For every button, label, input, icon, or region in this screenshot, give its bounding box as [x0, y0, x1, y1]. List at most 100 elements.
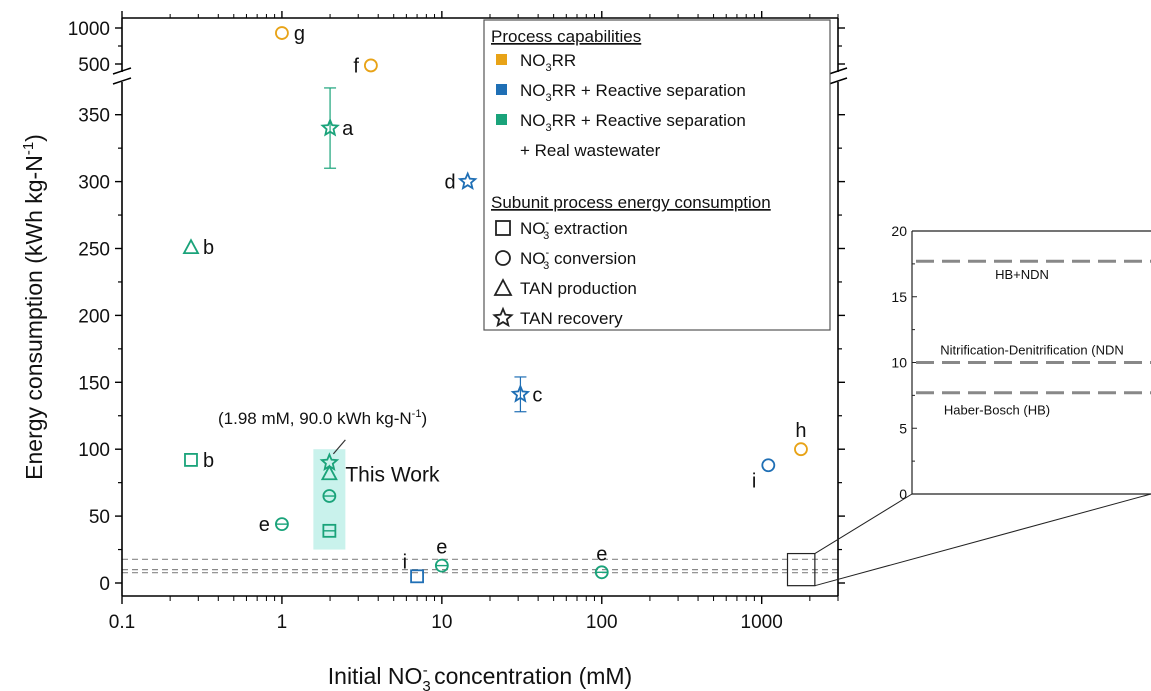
- legend-label-sub: 3: [543, 260, 549, 272]
- legend-label: TAN production: [520, 279, 637, 298]
- inset-line-label: Haber-Bosch (HB): [944, 403, 1050, 418]
- data-point-star: [510, 383, 531, 403]
- legend-label-part: NO: [520, 111, 546, 130]
- data-point-label: f: [353, 55, 359, 77]
- y-tick-label: 350: [78, 106, 110, 127]
- data-point-label: b: [203, 450, 214, 472]
- callout-text: (1.98 mM, 90.0 kWh kg-N-1): [218, 408, 427, 428]
- legend-label: NO-3 extraction: [520, 217, 628, 242]
- this-work-highlight: [313, 449, 346, 550]
- this-work-label: This Work: [345, 463, 440, 486]
- zoom-connector: [814, 493, 913, 554]
- data-point-label: b: [203, 237, 214, 259]
- legend-label-part: conversion: [549, 249, 636, 268]
- inset-y-tick-label: 5: [899, 420, 907, 436]
- legend-marker-square: [495, 220, 511, 236]
- axis-break-mark: [828, 67, 848, 75]
- y-tick-label: 100: [78, 440, 110, 461]
- legend-label-part: TAN recovery: [520, 309, 623, 328]
- inset-line-label: HB+NDN: [995, 267, 1049, 282]
- legend-label-part: NO: [520, 219, 546, 238]
- inset-y-tick-label: 0: [899, 486, 907, 502]
- legend-label: + Real wastewater: [520, 141, 661, 160]
- legend-label-part: NO: [520, 51, 546, 70]
- legend-label-sub: 3: [543, 230, 549, 242]
- legend-label-part: RR + Reactive separation: [552, 81, 746, 100]
- data-point-triangle: [320, 464, 338, 481]
- data-point-label: a: [342, 118, 354, 140]
- x-tick-label: 10: [431, 612, 452, 633]
- legend-title-subunit: Subunit process energy consumption: [491, 193, 771, 212]
- x-tick-label: 0.1: [109, 612, 135, 633]
- legend-label-sub: 3: [546, 92, 552, 104]
- data-point-circle: [363, 58, 378, 73]
- data-point-square: [184, 453, 198, 467]
- zoom-connector: [814, 493, 1151, 587]
- legend-label: TAN recovery: [520, 309, 623, 328]
- y-tick-label: 300: [78, 173, 110, 194]
- y-tick-label: 50: [89, 507, 110, 528]
- legend-label-part: + Real wastewater: [520, 141, 661, 160]
- legend-label: NO3RR + Reactive separation: [520, 81, 746, 104]
- legend-label-part: extraction: [549, 219, 627, 238]
- data-point-label: i: [752, 470, 756, 492]
- axis-break-gap: [117, 72, 127, 82]
- data-point-circle: [275, 26, 289, 40]
- axis-break-mark: [828, 77, 848, 85]
- legend-label-part: NO: [520, 81, 546, 100]
- x-axis-title-part: Initial NO: [328, 663, 423, 689]
- legend-label-sup: -: [546, 217, 550, 229]
- data-point-label: h: [795, 420, 806, 442]
- main-plot: 0 50 100 150 200 250 300 350 500 1000 0.1 1 10 100 100…: [20, 11, 848, 691]
- y-tick-label: 150: [78, 373, 110, 394]
- legend-swatch-reactive: [496, 84, 507, 95]
- zoom-box: [786, 552, 816, 587]
- legend-label-sub: 3: [546, 62, 552, 74]
- legend-swatch-wastewater: [496, 114, 507, 125]
- legend-label: NO-3 conversion: [520, 247, 636, 272]
- data-point-label: i: [403, 551, 407, 573]
- legend-marker-circle: [495, 250, 511, 266]
- x-tick-label: 100: [586, 612, 618, 633]
- data-point-label: e: [596, 543, 607, 565]
- inset-y-tick-label: 20: [891, 223, 907, 239]
- data-point-star: [457, 171, 478, 191]
- legend-label-part: TAN production: [520, 279, 637, 298]
- y-tick-label: 200: [78, 306, 110, 327]
- legend-label-part: NO: [520, 249, 546, 268]
- x-axis-title-sub: 3: [422, 678, 430, 691]
- data-point-label: e: [259, 514, 270, 536]
- legend-marker-triangle: [493, 278, 513, 296]
- legend-label-part: RR: [552, 51, 577, 70]
- inset-y-tick-label: 10: [891, 355, 907, 371]
- axis-break-gap: [833, 72, 843, 82]
- inset-plot: 0 5 10 15 20 HB+NDN Nitrification-Denitrificat…: [814, 223, 1151, 587]
- y-tick-label: 250: [78, 240, 110, 261]
- y-axis-title: Energy consumption (kWh kg-N-1): [20, 134, 47, 480]
- data-point-label: e: [436, 537, 447, 559]
- legend-label-sup: -: [546, 247, 550, 259]
- x-axis-title: Initial NO3- concentration (mM): [328, 662, 632, 691]
- data-point-triangle: [182, 238, 200, 255]
- inset-y-tick-label: 15: [891, 289, 907, 305]
- y-axis-title-part: Energy consumption (kWh kg-N: [21, 155, 47, 480]
- axis-break-mark: [112, 67, 132, 75]
- callout-leader: [332, 439, 346, 455]
- data-point-label: d: [445, 172, 456, 194]
- legend-box: [483, 19, 831, 331]
- legend-label: NO3RR + Reactive separation: [520, 111, 746, 134]
- data-point-star: [320, 117, 340, 137]
- y-axis-title-sup: -1: [20, 142, 37, 155]
- y-tick-label: 500: [78, 55, 110, 76]
- y-tick-label: 1000: [68, 19, 110, 40]
- inset-line-label: Nitrification-Denitrification (NDN: [940, 343, 1124, 358]
- x-tick-label: 1: [277, 612, 288, 633]
- data-point-label: c: [532, 384, 542, 406]
- axis-break-mark: [112, 77, 132, 85]
- legend-label: NO3RR: [520, 51, 576, 74]
- callout-text-sup: -1: [412, 408, 422, 420]
- data-point-label: g: [294, 23, 305, 45]
- x-axis-title-part: concentration (mM): [428, 663, 633, 689]
